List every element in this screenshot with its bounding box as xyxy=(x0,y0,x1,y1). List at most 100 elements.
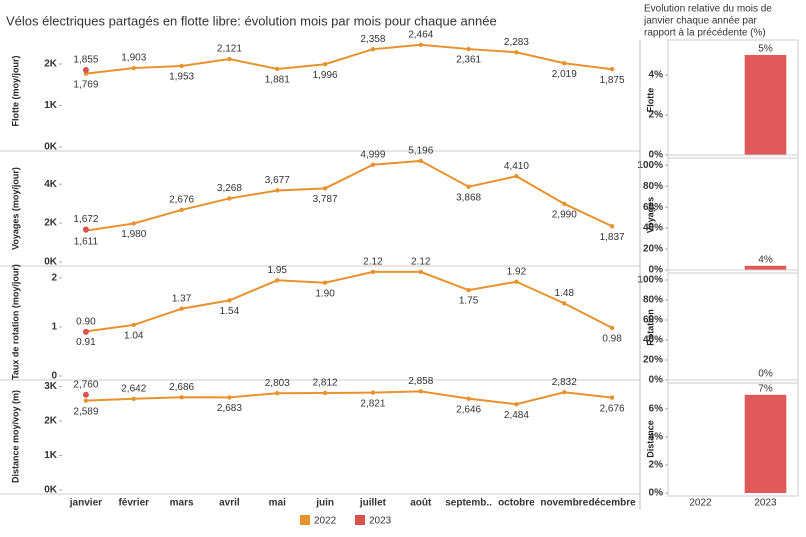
bar xyxy=(744,265,787,270)
data-label: 1,875 xyxy=(600,75,625,86)
data-label: 2,803 xyxy=(265,378,290,389)
data-label: 3,787 xyxy=(313,194,338,205)
y-tick-label: 3K xyxy=(44,381,58,392)
legend-swatch xyxy=(300,515,310,525)
data-label: 2,121 xyxy=(217,44,242,55)
point xyxy=(562,201,567,207)
y-tick-label: 0K xyxy=(44,257,58,268)
x-tick-label: avril xyxy=(219,498,240,509)
bar xyxy=(744,394,787,493)
point xyxy=(418,269,423,275)
x-tick-label: novembre xyxy=(540,498,588,509)
y-tick-label: 4K xyxy=(44,179,58,190)
point xyxy=(609,224,615,229)
y-tick-label: 1K xyxy=(44,450,58,461)
point xyxy=(466,396,471,401)
y-tick-label: 60% xyxy=(643,202,663,213)
x-tick-label: mai xyxy=(269,498,286,509)
data-label: 2,283 xyxy=(504,37,529,48)
data-label: 5% xyxy=(758,44,773,55)
y-tick-label: 0K xyxy=(44,142,58,153)
y-tick-label: 40% xyxy=(643,335,663,346)
data-label: 2,484 xyxy=(504,410,529,421)
data-label: 2,361 xyxy=(456,55,481,66)
data-label: 7% xyxy=(758,383,773,394)
point xyxy=(514,402,519,407)
data-label: 1,837 xyxy=(600,232,625,243)
x-tick-label: janvier xyxy=(69,498,102,509)
x-tick-label: mars xyxy=(170,498,194,509)
panel xyxy=(667,269,799,384)
data-label: 4% xyxy=(758,254,773,265)
y-axis-title: Distance xyxy=(645,420,655,458)
y-tick-label: 2K xyxy=(44,218,58,229)
data-label: 1,903 xyxy=(121,53,146,64)
point xyxy=(227,56,232,62)
data-label: 3,868 xyxy=(456,192,481,203)
data-label: 1,881 xyxy=(265,75,290,86)
data-label: 4,999 xyxy=(360,149,385,160)
point xyxy=(370,269,376,275)
legend-label: 2022 xyxy=(314,516,337,527)
data-label: 1.48 xyxy=(555,288,575,299)
point xyxy=(562,61,567,66)
point xyxy=(418,389,423,394)
y-tick-label: 0 xyxy=(51,371,57,382)
x-tick-label: octobre xyxy=(498,498,535,509)
y-tick-label: 100% xyxy=(637,160,663,171)
data-label: 1,672 xyxy=(73,214,98,225)
data-label: 0.98 xyxy=(602,334,622,345)
data-label: 1.90 xyxy=(315,288,335,299)
legend-label: 2023 xyxy=(369,516,392,527)
y-tick-label: 80% xyxy=(643,181,663,192)
point xyxy=(370,46,376,52)
data-label: 2,358 xyxy=(360,34,385,45)
y-axis-title: Flotte (moy/jour) xyxy=(10,56,20,127)
y-tick-label: 20% xyxy=(643,244,663,255)
y-axis-title: Flotte xyxy=(645,88,655,113)
data-label: 1.95 xyxy=(268,265,288,276)
y-tick-label: 80% xyxy=(643,295,663,306)
line xyxy=(85,270,613,333)
data-label: 2,858 xyxy=(408,376,433,387)
point xyxy=(82,391,89,398)
data-label: 0.90 xyxy=(76,316,96,327)
y-tick-label: 0% xyxy=(649,265,664,276)
data-label: 2,464 xyxy=(408,29,433,40)
y-tick-label: 0K xyxy=(44,485,58,496)
point xyxy=(418,42,423,47)
point xyxy=(562,301,567,306)
panel xyxy=(667,154,799,274)
point xyxy=(609,67,615,72)
point xyxy=(370,162,376,167)
x-tick-label: 2022 xyxy=(689,498,712,509)
point xyxy=(275,66,280,72)
y-tick-label: 2% xyxy=(649,110,664,121)
data-label: 2,676 xyxy=(169,195,194,206)
point xyxy=(514,50,519,55)
x-tick-label: février xyxy=(118,498,149,509)
panel xyxy=(667,39,799,159)
point xyxy=(322,390,328,396)
data-label: 0.91 xyxy=(76,337,96,348)
x-tick-label: juillet xyxy=(359,498,387,509)
point xyxy=(322,186,328,191)
y-axis-title: Rotation xyxy=(645,309,655,346)
point xyxy=(609,325,615,331)
data-label: 2,019 xyxy=(552,69,577,80)
y-tick-label: 1K xyxy=(44,100,58,111)
data-label: 4,410 xyxy=(504,161,529,172)
data-label: 1,996 xyxy=(313,70,338,81)
panel xyxy=(667,379,799,497)
y-tick-label: 0% xyxy=(649,375,664,386)
line xyxy=(85,43,613,75)
data-label: 1,953 xyxy=(169,72,194,83)
point xyxy=(82,328,89,335)
point xyxy=(370,390,376,395)
y-tick-label: 4% xyxy=(649,432,664,443)
x-tick-label: 2023 xyxy=(754,498,777,509)
data-label: 3,677 xyxy=(265,175,290,186)
y-tick-label: 40% xyxy=(643,223,663,234)
y-tick-label: 0% xyxy=(649,150,664,161)
